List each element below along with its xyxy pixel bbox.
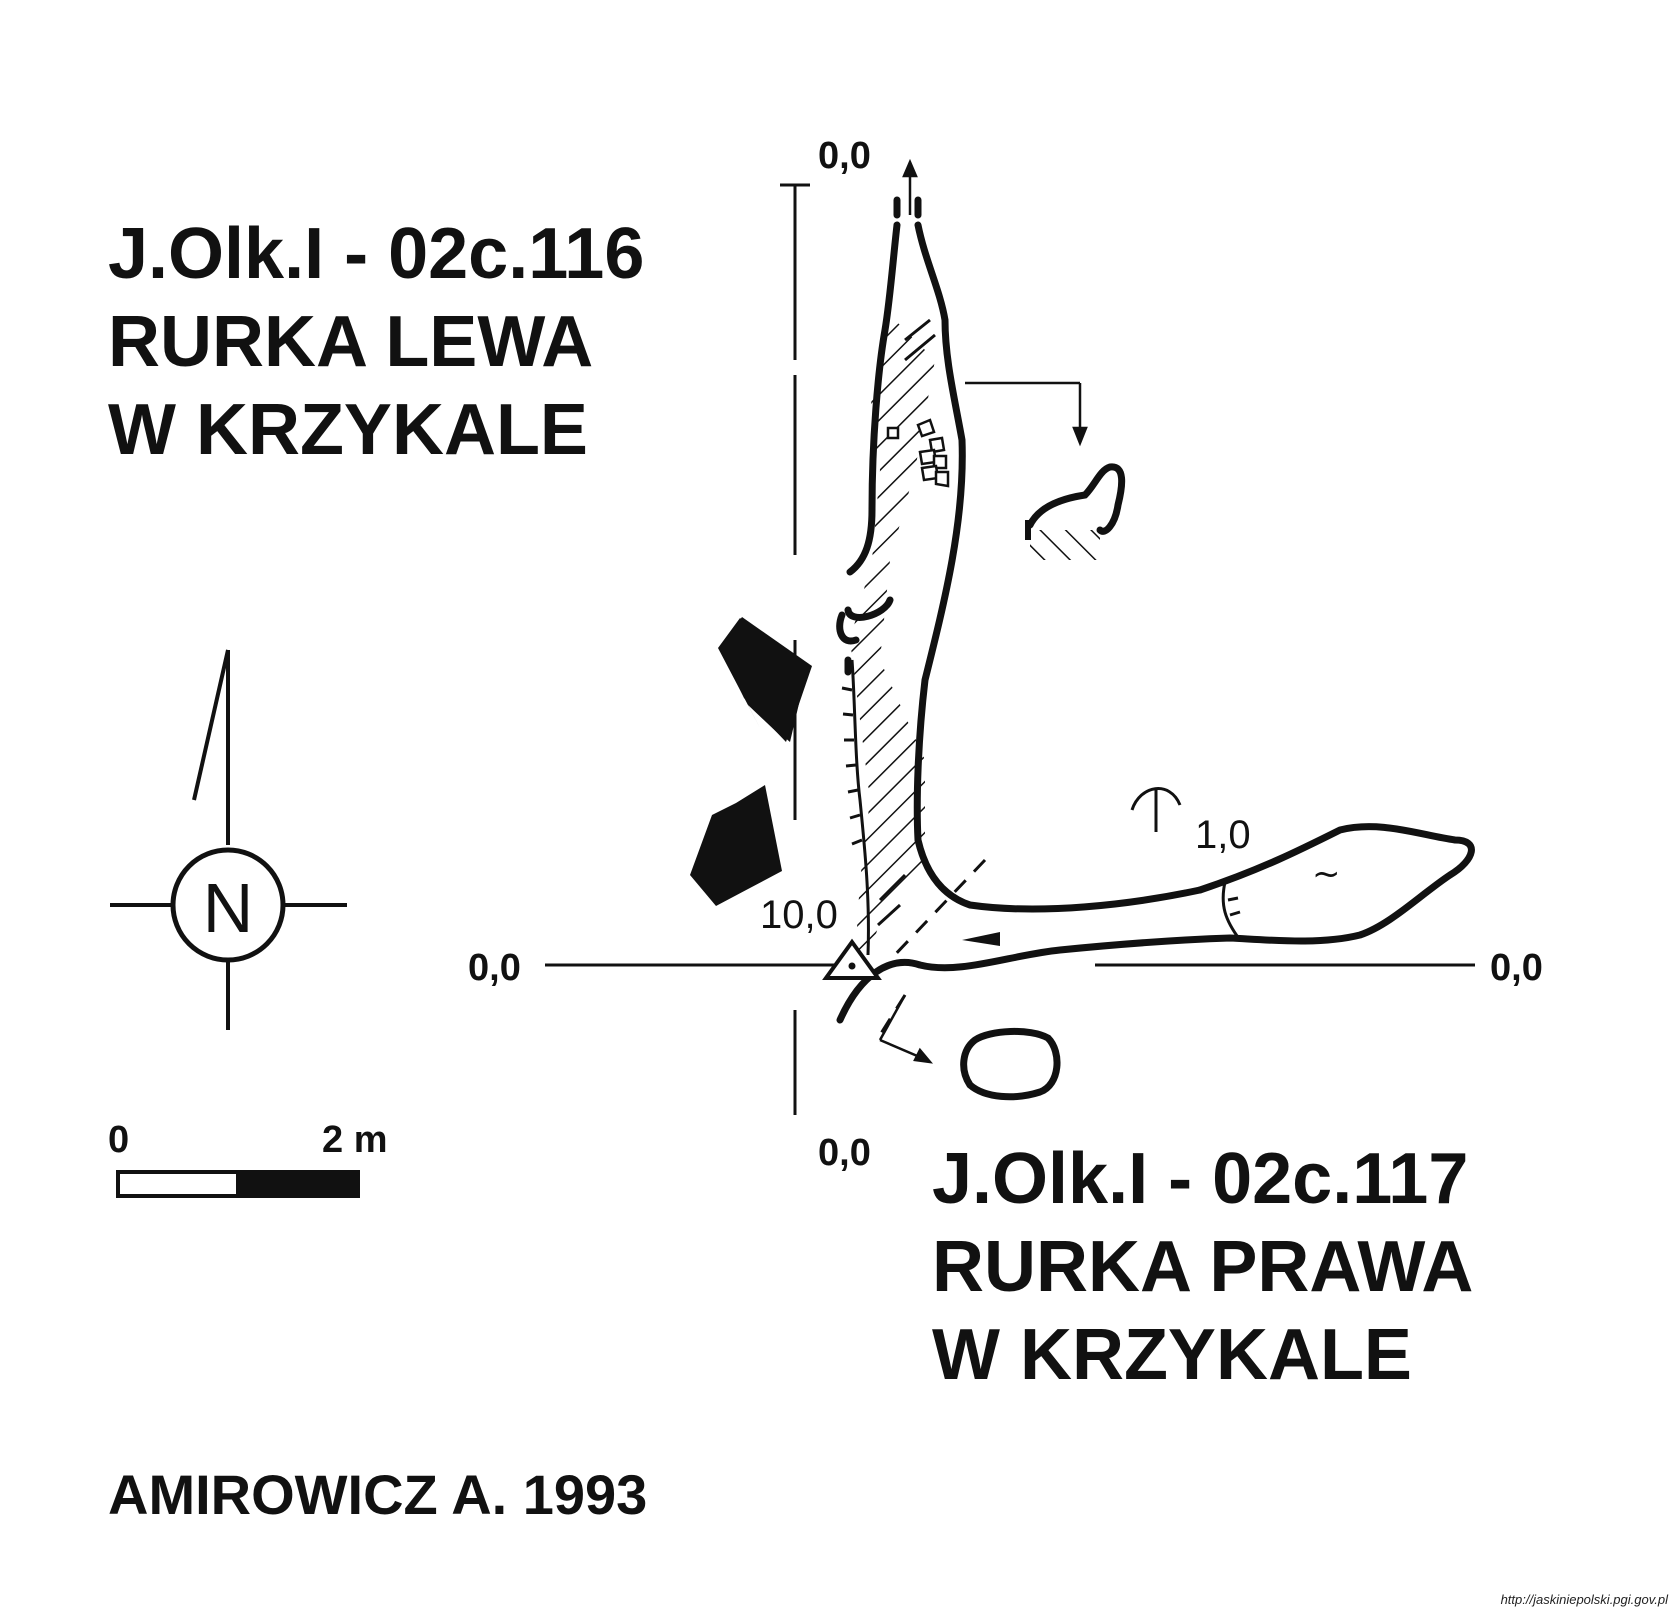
cave-left-id: J.Olk.I - 02c.116 (108, 214, 645, 294)
section-pointer (965, 381, 1088, 447)
sediment-hatch (850, 310, 935, 960)
chimney-icon (1130, 787, 1182, 832)
lower-corridor-west-edge (841, 659, 870, 956)
elevation-side-passage: 1,0 (1195, 813, 1251, 857)
author-credit: AMIROWICZ A. 1993 (108, 1463, 648, 1526)
water-tilde-icon: ~ (1312, 854, 1341, 894)
section-label-left: 0,0 (468, 947, 521, 989)
cave-right-id: J.Olk.I - 02c.117 (932, 1139, 1469, 1219)
continuation-arrow-icon (902, 158, 918, 215)
passage-pointer-icon (962, 932, 1000, 946)
cave-title-left: J.Olk.I - 02c.116 RURKA LEWA W KRZYKALE (108, 210, 644, 474)
section-label-bottom: 0,0 (818, 1132, 871, 1174)
section-label-right: 0,0 (1490, 947, 1543, 989)
survey-station-icon (822, 938, 882, 980)
cave-right-name-line1: RURKA PRAWA (932, 1227, 1474, 1307)
cave-title-right: J.Olk.I - 02c.117 RURKA PRAWA W KRZYKALE (932, 1135, 1473, 1399)
cave-left-name-line2: W KRZYKALE (108, 390, 588, 470)
elevation-entrance: 10,0 (760, 893, 838, 937)
passage-constrictions (836, 196, 922, 676)
cave-left-name-line1: RURKA LEWA (108, 302, 594, 382)
cross-section-upper (1025, 463, 1126, 560)
north-label: N (203, 869, 254, 947)
cave-walls (836, 221, 1475, 1024)
scale-end-label: 2 m (322, 1119, 387, 1161)
scale-bar (116, 1170, 360, 1198)
sediment-stripes (876, 318, 936, 927)
chamber-step (1221, 881, 1242, 941)
entrance-arrow-lower (690, 785, 782, 906)
cross-section-lower (960, 1027, 1061, 1101)
entrance-arrow-upper (720, 617, 812, 742)
section-label-top: 0,0 (818, 135, 871, 177)
section-pointer-lower (878, 994, 934, 1064)
source-url[interactable]: http://jaskiniepolski.pgi.gov.pl (1500, 1592, 1668, 1607)
scale-start-label: 0 (108, 1119, 129, 1161)
boulders (886, 418, 950, 488)
cave-right-name-line2: W KRZYKALE (932, 1315, 1412, 1395)
north-arrow-icon (110, 649, 347, 1030)
